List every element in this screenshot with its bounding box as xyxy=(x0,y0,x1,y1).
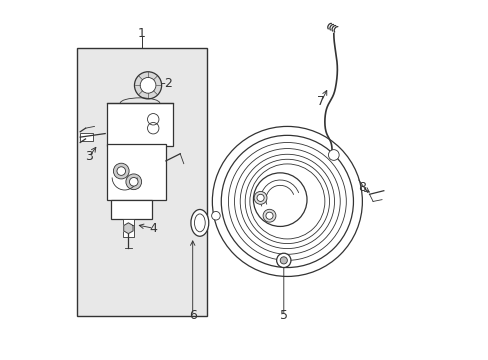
Bar xyxy=(80,133,93,141)
Text: 7: 7 xyxy=(317,95,325,108)
Bar xyxy=(110,200,151,219)
Circle shape xyxy=(265,212,272,219)
Text: 1: 1 xyxy=(138,27,145,40)
Text: 5: 5 xyxy=(279,309,287,322)
Circle shape xyxy=(257,194,264,202)
Bar xyxy=(123,219,134,237)
Polygon shape xyxy=(123,223,133,234)
Circle shape xyxy=(212,126,362,276)
Circle shape xyxy=(134,72,162,99)
Circle shape xyxy=(211,211,220,220)
Bar xyxy=(107,103,173,146)
Circle shape xyxy=(280,257,287,264)
Ellipse shape xyxy=(190,210,208,236)
Circle shape xyxy=(117,167,125,175)
Circle shape xyxy=(254,192,266,204)
Bar xyxy=(107,144,165,200)
Text: 6: 6 xyxy=(188,309,196,322)
Circle shape xyxy=(276,253,290,267)
Bar xyxy=(77,48,206,316)
Circle shape xyxy=(263,209,275,222)
Circle shape xyxy=(328,150,339,160)
Text: 8: 8 xyxy=(358,181,366,194)
Text: 2: 2 xyxy=(163,77,171,90)
Circle shape xyxy=(129,177,138,186)
Text: 3: 3 xyxy=(85,150,93,163)
Circle shape xyxy=(125,174,142,190)
Circle shape xyxy=(113,163,129,179)
Text: 4: 4 xyxy=(149,222,157,235)
Circle shape xyxy=(140,77,156,93)
